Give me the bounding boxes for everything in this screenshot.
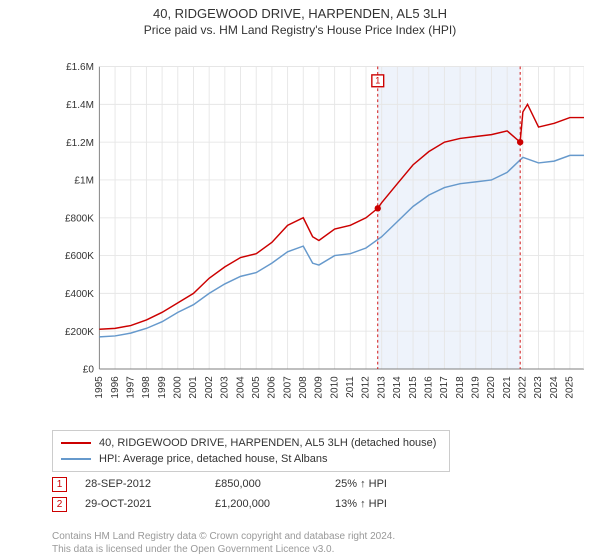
- chart-subtitle: Price paid vs. HM Land Registry's House …: [0, 23, 600, 37]
- copyright-line-2: This data is licensed under the Open Gov…: [52, 544, 395, 557]
- svg-text:1995: 1995: [94, 376, 105, 399]
- sales-table: 1 28-SEP-2012£850,00025% ↑ HPI 2 29-OCT-202…: [52, 474, 552, 514]
- legend-box: 40, RIDGEWOOD DRIVE, HARPENDEN, AL5 3LH …: [52, 430, 450, 472]
- svg-text:2008: 2008: [298, 376, 309, 399]
- chart-plot-area: £0 £200K £400K £600K £800K £1M £1.2M £1.4M £1.6M…: [52, 48, 584, 380]
- copyright-text: Contains HM Land Registry data © Crown c…: [52, 531, 395, 556]
- sale-price: £850,000: [215, 478, 335, 490]
- svg-text:2015: 2015: [408, 376, 419, 399]
- svg-text:1999: 1999: [157, 376, 168, 399]
- svg-text:2018: 2018: [455, 376, 466, 399]
- svg-text:2004: 2004: [235, 376, 246, 399]
- svg-text:2002: 2002: [204, 376, 215, 399]
- svg-text:£800K: £800K: [65, 213, 94, 224]
- copyright-line-1: Contains HM Land Registry data © Crown c…: [52, 531, 395, 544]
- sale-diff: 25% ↑ HPI: [335, 478, 387, 490]
- svg-text:£1.2M: £1.2M: [66, 138, 94, 149]
- chart-title: 40, RIDGEWOOD DRIVE, HARPENDEN, AL5 3LH: [0, 6, 600, 21]
- svg-text:£200K: £200K: [65, 327, 94, 338]
- svg-text:2000: 2000: [173, 376, 184, 399]
- svg-text:2010: 2010: [329, 376, 340, 399]
- sale-row: 2 29-OCT-2021£1,200,00013% ↑ HPI: [52, 494, 552, 514]
- svg-text:2024: 2024: [549, 376, 560, 399]
- sale-row: 1 28-SEP-2012£850,00025% ↑ HPI: [52, 474, 552, 494]
- svg-text:2005: 2005: [251, 376, 262, 399]
- legend-item: 40, RIDGEWOOD DRIVE, HARPENDEN, AL5 3LH …: [61, 435, 441, 451]
- svg-text:2023: 2023: [533, 376, 544, 399]
- legend-label: 40, RIDGEWOOD DRIVE, HARPENDEN, AL5 3LH …: [99, 437, 436, 449]
- sale-marker-box: 1: [52, 477, 67, 492]
- svg-text:1: 1: [375, 76, 380, 86]
- svg-text:2006: 2006: [267, 376, 278, 399]
- chart-svg: £0 £200K £400K £600K £800K £1M £1.2M £1.4M £1.6M…: [52, 48, 584, 424]
- svg-text:2007: 2007: [282, 376, 293, 399]
- svg-text:2017: 2017: [439, 376, 450, 399]
- svg-text:£600K: £600K: [65, 251, 94, 262]
- svg-text:£400K: £400K: [65, 289, 94, 300]
- svg-text:2012: 2012: [361, 376, 372, 399]
- svg-text:2009: 2009: [314, 376, 325, 399]
- svg-text:2016: 2016: [423, 376, 434, 399]
- sale-date: 29-OCT-2021: [85, 498, 215, 510]
- svg-text:£0: £0: [83, 365, 95, 376]
- svg-text:2025: 2025: [565, 376, 576, 399]
- sale-diff: 13% ↑ HPI: [335, 498, 387, 510]
- svg-text:2020: 2020: [486, 376, 497, 399]
- svg-text:2003: 2003: [220, 376, 231, 399]
- legend-label: HPI: Average price, detached house, St A…: [99, 453, 328, 465]
- sale-date: 28-SEP-2012: [85, 478, 215, 490]
- svg-text:2011: 2011: [345, 376, 356, 398]
- svg-text:1997: 1997: [125, 376, 136, 399]
- svg-text:2001: 2001: [188, 376, 199, 399]
- svg-text:£1.6M: £1.6M: [66, 62, 94, 73]
- svg-text:2019: 2019: [471, 376, 482, 399]
- svg-text:1996: 1996: [110, 376, 121, 399]
- svg-text:2022: 2022: [518, 376, 529, 399]
- svg-text:1998: 1998: [141, 376, 152, 399]
- sale-marker-box: 2: [52, 497, 67, 512]
- svg-text:2021: 2021: [502, 376, 513, 399]
- legend-swatch: [61, 442, 91, 444]
- svg-text:£1.4M: £1.4M: [66, 100, 94, 111]
- svg-text:£1M: £1M: [74, 176, 93, 187]
- svg-text:2013: 2013: [376, 376, 387, 399]
- sale-price: £1,200,000: [215, 498, 335, 510]
- svg-text:2014: 2014: [392, 376, 403, 399]
- legend-item: HPI: Average price, detached house, St A…: [61, 451, 441, 467]
- legend-swatch: [61, 458, 91, 460]
